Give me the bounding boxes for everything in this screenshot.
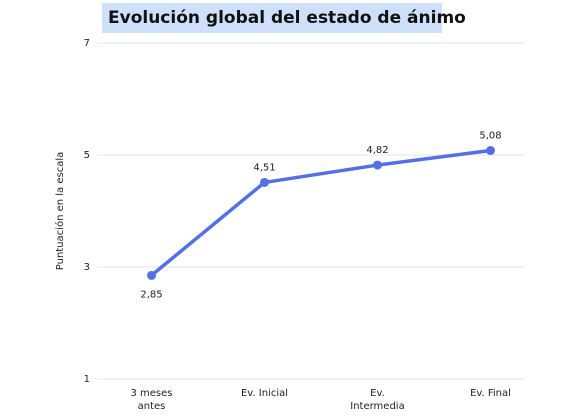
point — [260, 177, 269, 187]
value-label: 4,82 — [366, 145, 388, 156]
x-tick-label: Ev. Inicial — [241, 388, 288, 399]
y-axis-label: Puntuación en la escala — [54, 152, 66, 270]
y-tick-label: 1 — [84, 374, 90, 385]
point — [486, 146, 495, 156]
x-tick-label: 3 meses antes — [130, 388, 172, 412]
value-label: 2,85 — [140, 289, 162, 300]
x-tick-label: Ev. Final — [470, 388, 511, 399]
y-tick-label: 5 — [84, 150, 90, 161]
y-tick-label: 3 — [84, 262, 90, 273]
y-tick-label: 7 — [84, 38, 90, 49]
chart-title: Evolución global del estado de ánimo — [108, 8, 466, 28]
point — [147, 270, 156, 280]
value-label: 5,08 — [479, 131, 501, 142]
value-label: 4,51 — [253, 162, 275, 173]
title-background — [102, 3, 442, 33]
line — [150, 148, 491, 277]
point — [373, 160, 382, 170]
x-tick-label: Ev. Intermedia — [350, 388, 404, 412]
